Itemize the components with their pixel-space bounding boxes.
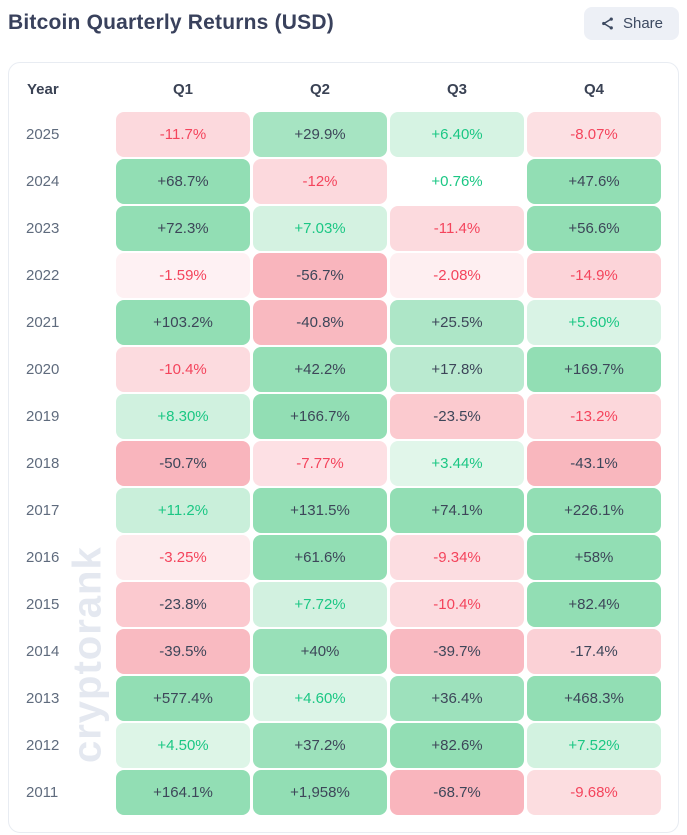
return-cell-2011-q4: -9.68%: [527, 770, 661, 815]
return-cell-2014-q4: -17.4%: [527, 629, 661, 674]
return-cell-2020-q4: +169.7%: [527, 347, 661, 392]
top-bar: Bitcoin Quarterly Returns (USD) Share: [0, 0, 687, 43]
share-button[interactable]: Share: [583, 6, 679, 40]
return-cell-2021-q2: -40.8%: [253, 300, 387, 345]
return-cell-2023-q1: +72.3%: [116, 206, 250, 251]
return-cell-2024-q2: -12%: [253, 159, 387, 204]
year-label-2012: 2012: [26, 737, 60, 754]
return-cell-2015-q2: +7.72%: [253, 582, 387, 627]
return-cell-2022-q1: -1.59%: [116, 253, 250, 298]
return-cell-2013-q3: +36.4%: [390, 676, 524, 721]
return-cell-2021-q4: +5.60%: [527, 300, 661, 345]
return-cell-2020-q1: -10.4%: [116, 347, 250, 392]
return-cell-2019-q1: +8.30%: [116, 394, 250, 439]
return-cell-2023-q4: +56.6%: [527, 206, 661, 251]
return-cell-2019-q3: -23.5%: [390, 394, 524, 439]
returns-table-card: Year Q1 Q2 Q3 Q4 2025 -11.7% +29.9% +6.40% -8.07…: [8, 62, 679, 833]
return-cell-2011-q3: -68.7%: [390, 770, 524, 815]
return-cell-2018-q3: +3.44%: [390, 441, 524, 486]
return-cell-2013-q1: +577.4%: [116, 676, 250, 721]
year-label-2016: 2016: [26, 549, 60, 566]
year-label-2018: 2018: [26, 455, 60, 472]
year-label-2017: 2017: [26, 502, 60, 519]
return-cell-2024-q1: +68.7%: [116, 159, 250, 204]
return-cell-2015-q1: -23.8%: [116, 582, 250, 627]
return-cell-2018-q1: -50.7%: [116, 441, 250, 486]
return-cell-2016-q3: -9.34%: [390, 535, 524, 580]
year-label-2024: 2024: [26, 173, 60, 190]
return-cell-2025-q1: -11.7%: [116, 112, 250, 157]
return-cell-2017-q3: +74.1%: [390, 488, 524, 533]
return-cell-2014-q2: +40%: [253, 629, 387, 674]
return-cell-2015-q4: +82.4%: [527, 582, 661, 627]
year-label-2013: 2013: [26, 690, 60, 707]
return-cell-2022-q2: -56.7%: [253, 253, 387, 298]
return-cell-2014-q1: -39.5%: [116, 629, 250, 674]
return-cell-2022-q3: -2.08%: [390, 253, 524, 298]
table-header-row: Year Q1 Q2 Q3 Q4: [26, 81, 661, 98]
column-header-year: Year: [27, 81, 59, 98]
return-cell-2017-q2: +131.5%: [253, 488, 387, 533]
page-title: Bitcoin Quarterly Returns (USD): [8, 11, 334, 34]
return-cell-2021-q3: +25.5%: [390, 300, 524, 345]
year-label-2014: 2014: [26, 643, 60, 660]
year-label-2011: 2011: [26, 784, 59, 801]
return-cell-2017-q1: +11.2%: [116, 488, 250, 533]
return-cell-2011-q1: +164.1%: [116, 770, 250, 815]
year-label-2019: 2019: [26, 408, 60, 425]
return-cell-2012-q4: +7.52%: [527, 723, 661, 768]
column-header-q4: Q4: [583, 81, 604, 98]
returns-grid: 2025 -11.7% +29.9% +6.40% -8.07% 2024 +68.7% -1…: [26, 112, 661, 815]
year-label-2025: 2025: [26, 126, 60, 143]
return-cell-2017-q4: +226.1%: [527, 488, 661, 533]
return-cell-2011-q2: +1,958%: [253, 770, 387, 815]
return-cell-2019-q4: -13.2%: [527, 394, 661, 439]
return-cell-2022-q4: -14.9%: [527, 253, 661, 298]
year-label-2023: 2023: [26, 220, 60, 237]
return-cell-2016-q4: +58%: [527, 535, 661, 580]
share-icon: [600, 16, 615, 31]
return-cell-2021-q1: +103.2%: [116, 300, 250, 345]
year-label-2015: 2015: [26, 596, 60, 613]
return-cell-2012-q1: +4.50%: [116, 723, 250, 768]
return-cell-2025-q2: +29.9%: [253, 112, 387, 157]
column-header-q1: Q1: [172, 81, 193, 98]
year-label-2022: 2022: [26, 267, 60, 284]
return-cell-2025-q4: -8.07%: [527, 112, 661, 157]
return-cell-2014-q3: -39.7%: [390, 629, 524, 674]
return-cell-2024-q4: +47.6%: [527, 159, 661, 204]
column-header-q2: Q2: [309, 81, 330, 98]
return-cell-2019-q2: +166.7%: [253, 394, 387, 439]
return-cell-2015-q3: -10.4%: [390, 582, 524, 627]
return-cell-2012-q2: +37.2%: [253, 723, 387, 768]
return-cell-2016-q2: +61.6%: [253, 535, 387, 580]
return-cell-2012-q3: +82.6%: [390, 723, 524, 768]
return-cell-2023-q3: -11.4%: [390, 206, 524, 251]
return-cell-2025-q3: +6.40%: [390, 112, 524, 157]
return-cell-2013-q2: +4.60%: [253, 676, 387, 721]
return-cell-2023-q2: +7.03%: [253, 206, 387, 251]
share-button-label: Share: [622, 14, 663, 32]
return-cell-2020-q2: +42.2%: [253, 347, 387, 392]
return-cell-2020-q3: +17.8%: [390, 347, 524, 392]
return-cell-2016-q1: -3.25%: [116, 535, 250, 580]
return-cell-2018-q2: -7.77%: [253, 441, 387, 486]
return-cell-2018-q4: -43.1%: [527, 441, 661, 486]
year-label-2021: 2021: [26, 314, 60, 331]
column-header-q3: Q3: [446, 81, 467, 98]
return-cell-2013-q4: +468.3%: [527, 676, 661, 721]
year-label-2020: 2020: [26, 361, 60, 378]
return-cell-2024-q3: +0.76%: [390, 159, 524, 204]
